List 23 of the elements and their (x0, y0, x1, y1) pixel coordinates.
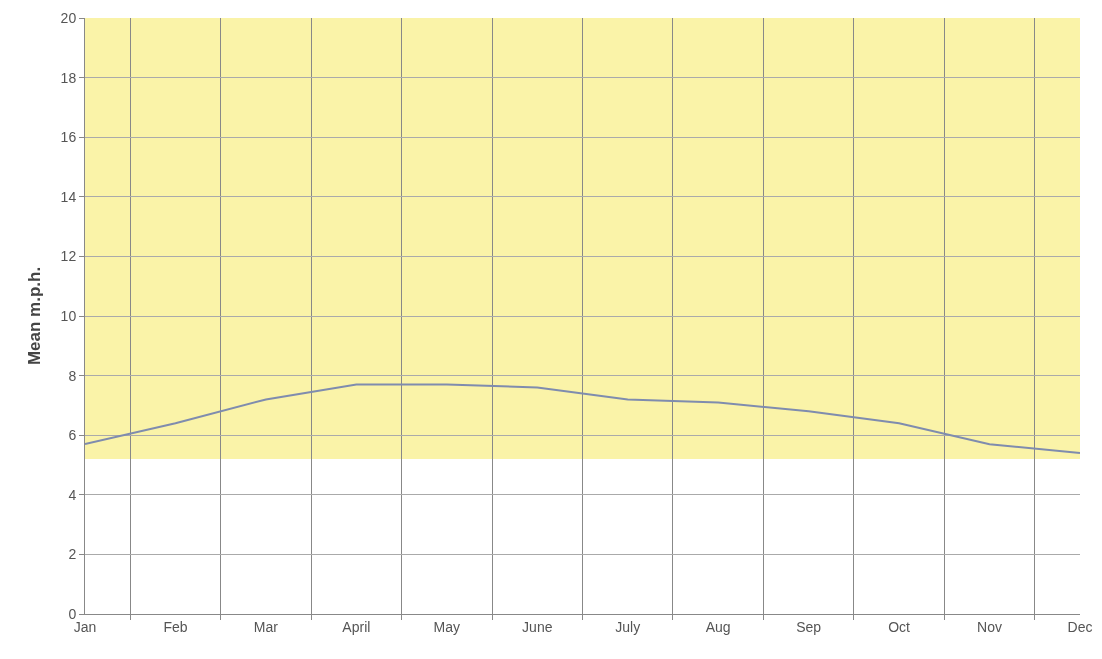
y-tick-label: 14 (60, 188, 77, 205)
line-series (85, 383, 1080, 455)
y-tick-label: 16 (60, 129, 77, 146)
y-tick-label: 6 (68, 427, 77, 444)
x-tick-label: Aug (705, 618, 731, 635)
x-tick-label: Dec (1067, 618, 1093, 635)
y-tick-label: 12 (60, 248, 77, 265)
x-tick-label: Sep (796, 618, 822, 635)
x-tick-label: July (615, 618, 641, 635)
y-tick-label: 8 (68, 367, 77, 384)
y-tick-label: 10 (60, 307, 77, 324)
y-tick-label: 20 (60, 9, 77, 26)
y-axis-title: Mean m.p.h. (25, 266, 45, 366)
y-tick-label: 4 (68, 486, 77, 503)
x-tick-label: April (342, 618, 371, 635)
y-tick-label: 2 (68, 546, 77, 563)
x-tick-label: Feb (163, 618, 188, 635)
x-tick-label: Mar (253, 618, 279, 635)
x-tick-label: June (522, 618, 553, 635)
y-tick-label: 18 (60, 69, 77, 86)
x-tick-label: Nov (977, 618, 1002, 635)
x-tick-label: Oct (888, 618, 911, 635)
x-tick-label: May (433, 618, 461, 635)
